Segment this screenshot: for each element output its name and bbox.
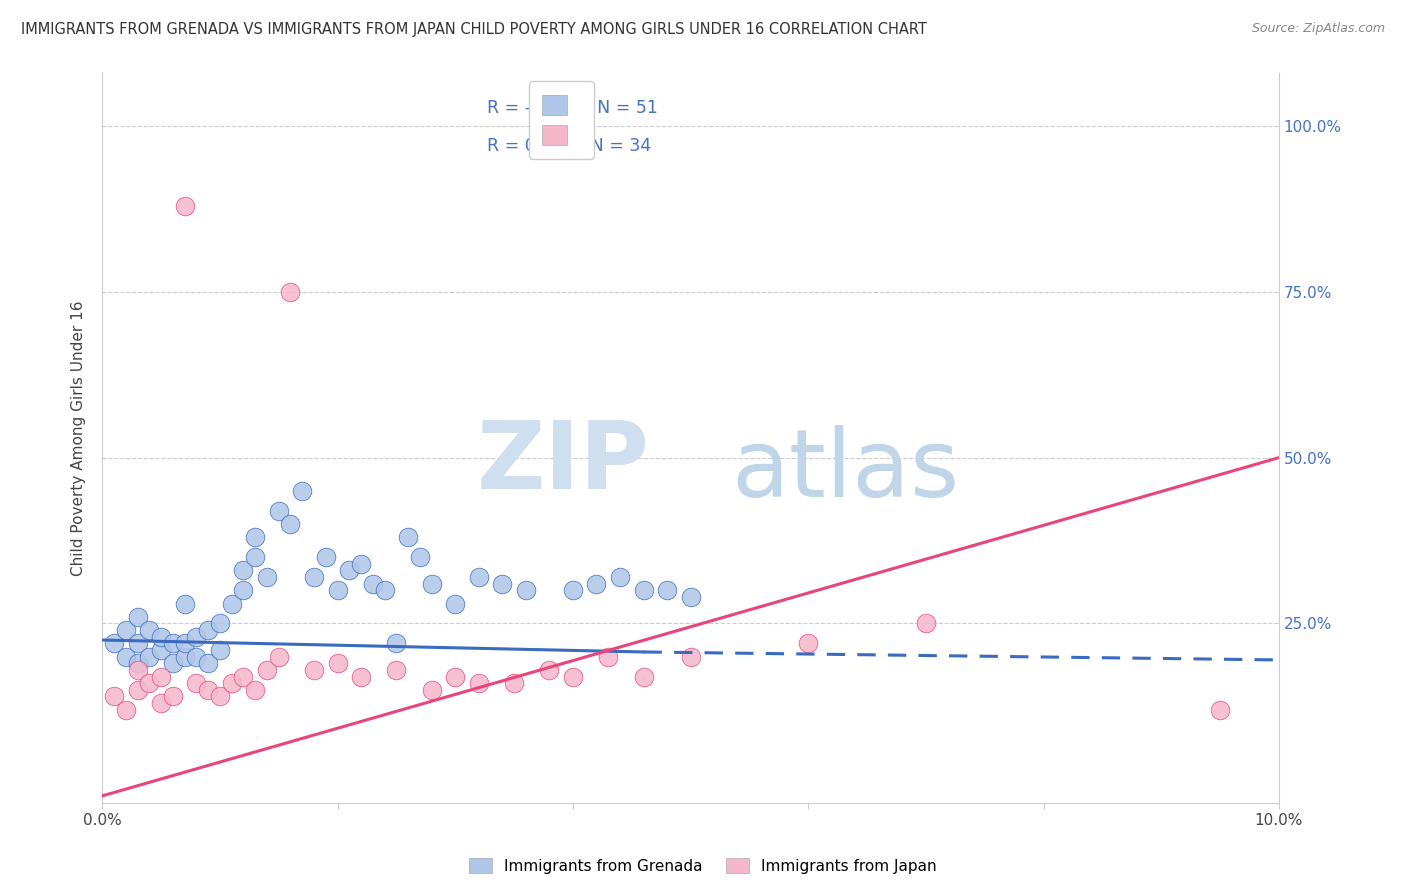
Point — [173, 199, 195, 213]
Point — [138, 676, 160, 690]
Point — [361, 576, 384, 591]
Point — [127, 636, 149, 650]
Point — [633, 583, 655, 598]
Point — [468, 676, 491, 690]
Point — [232, 583, 254, 598]
Point — [267, 649, 290, 664]
Text: atlas: atlas — [731, 425, 960, 516]
Point — [173, 649, 195, 664]
Point — [561, 669, 583, 683]
Point — [420, 576, 443, 591]
Point — [197, 682, 219, 697]
Point — [538, 663, 561, 677]
Point — [127, 610, 149, 624]
Point — [256, 570, 278, 584]
Point — [197, 657, 219, 671]
Point — [915, 616, 938, 631]
Point — [243, 550, 266, 565]
Point — [503, 676, 526, 690]
Point — [385, 636, 408, 650]
Point — [127, 657, 149, 671]
Point — [444, 597, 467, 611]
Point — [326, 657, 349, 671]
Point — [420, 682, 443, 697]
Point — [127, 682, 149, 697]
Text: IMMIGRANTS FROM GRENADA VS IMMIGRANTS FROM JAPAN CHILD POVERTY AMONG GIRLS UNDER: IMMIGRANTS FROM GRENADA VS IMMIGRANTS FR… — [21, 22, 927, 37]
Point — [468, 570, 491, 584]
Point — [302, 570, 325, 584]
Point — [396, 530, 419, 544]
Point — [232, 669, 254, 683]
Text: ZIP: ZIP — [477, 417, 650, 509]
Point — [444, 669, 467, 683]
Point — [221, 676, 243, 690]
Point — [337, 563, 360, 577]
Point — [150, 669, 173, 683]
Point — [291, 483, 314, 498]
Point — [138, 649, 160, 664]
Legend: Immigrants from Grenada, Immigrants from Japan: Immigrants from Grenada, Immigrants from… — [463, 852, 943, 880]
Point — [162, 690, 184, 704]
Point — [173, 636, 195, 650]
Point — [1209, 703, 1232, 717]
Point — [280, 285, 302, 299]
Point — [221, 597, 243, 611]
Point — [609, 570, 631, 584]
Point — [208, 690, 231, 704]
Point — [315, 550, 337, 565]
Point — [350, 669, 373, 683]
Point — [409, 550, 432, 565]
Point — [150, 696, 173, 710]
Point — [633, 669, 655, 683]
Point — [350, 557, 373, 571]
Legend: , : , — [529, 81, 593, 159]
Point — [162, 657, 184, 671]
Point — [655, 583, 678, 598]
Point — [186, 649, 208, 664]
Point — [138, 623, 160, 637]
Point — [797, 636, 820, 650]
Point — [232, 563, 254, 577]
Point — [374, 583, 396, 598]
Point — [114, 623, 136, 637]
Point — [267, 504, 290, 518]
Point — [302, 663, 325, 677]
Point — [515, 583, 537, 598]
Y-axis label: Child Poverty Among Girls Under 16: Child Poverty Among Girls Under 16 — [72, 300, 86, 575]
Point — [150, 630, 173, 644]
Point — [585, 576, 607, 591]
Point — [208, 643, 231, 657]
Point — [186, 630, 208, 644]
Text: R = 0.400   N = 34: R = 0.400 N = 34 — [486, 137, 651, 155]
Point — [208, 616, 231, 631]
Point — [103, 636, 125, 650]
Text: R = -0.031   N = 51: R = -0.031 N = 51 — [486, 98, 658, 117]
Point — [280, 516, 302, 531]
Point — [679, 590, 702, 604]
Point — [256, 663, 278, 677]
Point — [150, 643, 173, 657]
Point — [243, 682, 266, 697]
Point — [679, 649, 702, 664]
Point — [103, 690, 125, 704]
Point — [385, 663, 408, 677]
Point — [243, 530, 266, 544]
Point — [114, 703, 136, 717]
Point — [491, 576, 513, 591]
Point — [127, 663, 149, 677]
Point — [326, 583, 349, 598]
Point — [162, 636, 184, 650]
Point — [598, 649, 620, 664]
Point — [173, 597, 195, 611]
Point — [186, 676, 208, 690]
Point — [114, 649, 136, 664]
Point — [197, 623, 219, 637]
Point — [561, 583, 583, 598]
Text: Source: ZipAtlas.com: Source: ZipAtlas.com — [1251, 22, 1385, 36]
